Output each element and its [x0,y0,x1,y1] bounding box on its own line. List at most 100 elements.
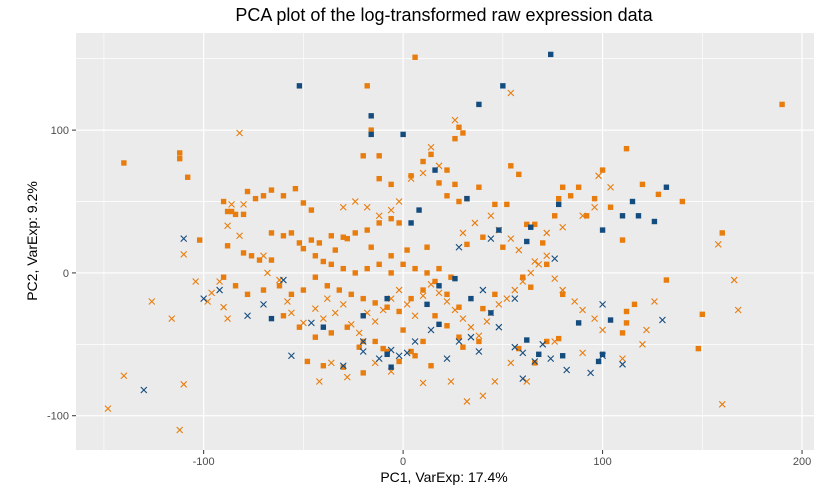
data-point [376,175,382,182]
data-point [228,200,235,208]
data-point [396,308,402,315]
data-point [332,247,338,253]
data-point [544,261,550,268]
data-point [599,300,606,308]
data-point [375,212,383,220]
data-point [296,324,303,330]
data-point [359,348,367,355]
data-point [420,338,426,345]
data-point [591,315,598,323]
data-point [447,378,455,385]
data-point [176,426,184,434]
data-point [427,326,435,334]
data-point [419,169,427,177]
data-point [352,270,358,276]
data-point [360,313,366,319]
series-2 [268,51,670,370]
data-point [599,352,606,360]
data-point [408,295,414,302]
data-point [520,274,526,280]
data-point [524,337,530,343]
minor-gridlines [76,33,814,450]
data-point [388,364,394,370]
data-point [240,200,247,208]
data-point [559,184,566,190]
data-point [363,203,371,211]
data-point [476,101,482,108]
data-point [316,240,323,246]
data-point [288,309,295,317]
data-point [467,323,475,331]
data-point [311,305,319,313]
data-point [268,257,275,263]
data-point [619,330,626,336]
data-point [452,275,458,282]
data-point [224,315,231,323]
data-point [355,329,363,337]
data-point [204,298,212,305]
data-point [288,352,295,360]
data-point [655,191,662,198]
data-point [432,167,438,173]
data-point [408,220,414,226]
data-point [248,253,255,259]
data-point [432,313,438,319]
data-point [424,270,430,276]
data-point [443,298,451,305]
data-point [180,235,188,243]
data-point [419,292,427,300]
data-point [714,240,722,248]
data-point [280,193,287,199]
data-point [524,238,530,245]
data-point [343,373,351,381]
data-point [492,291,498,298]
axis-ticks: -100 0 100 200 -100 0 100 [47,125,811,468]
data-point [495,300,503,308]
data-point [407,175,415,183]
data-point [224,243,231,249]
data-point [240,211,247,218]
data-point [548,51,554,58]
data-point [388,270,394,276]
data-point [456,304,462,310]
data-point [396,220,402,226]
data-point [208,289,216,297]
data-point [388,181,394,188]
data-point [607,183,614,191]
data-point [368,131,374,138]
data-point [536,351,542,358]
data-point [551,255,559,263]
data-point [200,295,208,303]
data-point [619,355,626,362]
data-point [396,358,402,365]
data-point [240,250,247,256]
data-point [177,155,183,162]
data-point [487,235,495,243]
data-point [448,274,454,280]
data-point [340,234,346,240]
data-point [480,234,486,240]
data-point [140,386,148,394]
data-point [300,287,307,293]
data-point [464,241,470,248]
data-point [483,318,491,325]
data-point [168,315,176,323]
data-point [299,319,307,327]
data-point [427,143,435,151]
data-point [395,198,403,205]
data-point [268,187,275,193]
data-point [276,283,283,289]
data-point [220,303,227,311]
data-point [416,207,422,213]
data-point [408,173,414,179]
data-point [507,235,515,243]
data-point [320,324,327,330]
data-point [216,278,223,285]
data-point [364,265,370,272]
major-gridlines [76,33,814,450]
data-point [296,240,303,246]
data-point [280,233,287,239]
data-point [375,355,383,362]
data-point [435,289,443,297]
